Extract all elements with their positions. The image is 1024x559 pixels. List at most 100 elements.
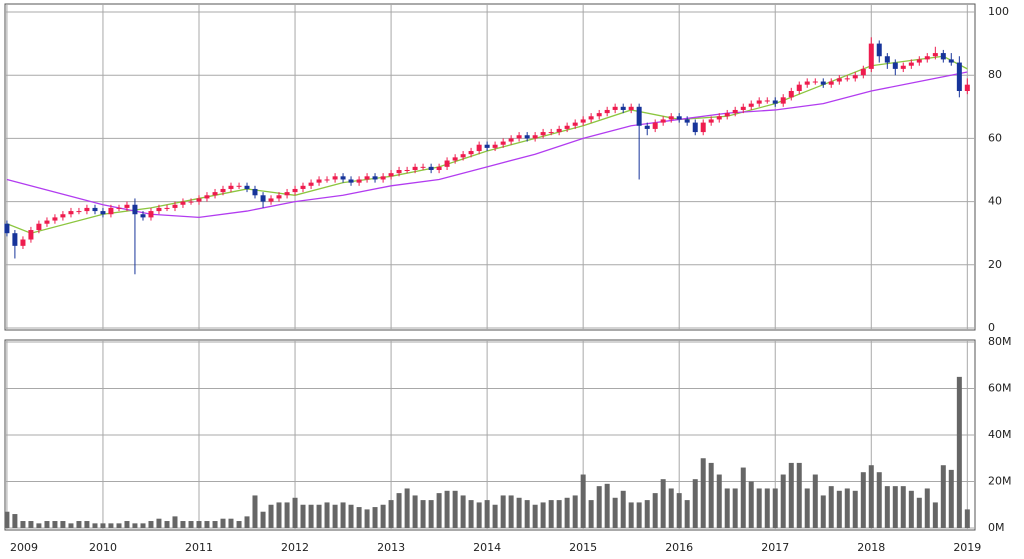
volume-bar <box>116 523 122 528</box>
candle-body <box>716 116 722 120</box>
volume-bar <box>220 518 226 528</box>
volume-bar <box>932 502 938 528</box>
volume-bar <box>924 488 930 528</box>
candle-body <box>492 144 498 148</box>
candle-body <box>684 119 690 123</box>
y-tick-label: 60M <box>988 382 1012 395</box>
x-tick-label: 2011 <box>185 541 213 554</box>
volume-bar <box>148 521 154 528</box>
volume-bar <box>4 511 10 528</box>
candle-body <box>668 116 674 120</box>
volume-bar <box>212 521 218 528</box>
candle-body <box>428 166 434 170</box>
candle-body <box>556 128 562 133</box>
y-tick-label: 40 <box>988 195 1002 208</box>
candle-body <box>468 151 474 155</box>
volume-bar <box>940 465 946 528</box>
volume-bar <box>772 488 778 528</box>
candle-body <box>740 106 746 110</box>
x-tick-label: 2018 <box>857 541 885 554</box>
candle-body <box>100 211 106 215</box>
volume-bar <box>300 504 306 528</box>
candle-body <box>596 113 602 117</box>
volume-bar <box>604 483 610 528</box>
volume-bar <box>68 523 74 528</box>
candle-body <box>380 176 386 180</box>
candle-body <box>84 207 90 212</box>
volume-bar <box>532 504 538 528</box>
candle-body <box>260 195 266 202</box>
candle-body <box>916 59 922 63</box>
y-tick-label: 80M <box>988 335 1012 348</box>
candle-body <box>12 233 18 246</box>
y-tick-label: 40M <box>988 428 1012 441</box>
volume-bar <box>108 523 114 528</box>
volume-bar <box>356 507 362 528</box>
volume-bar <box>412 495 418 528</box>
candle-body <box>196 198 202 202</box>
volume-bar <box>260 511 266 528</box>
candle-body <box>412 166 418 170</box>
volume-bar <box>100 523 106 528</box>
y-tick-label: 20 <box>988 258 1002 271</box>
candle-body <box>180 201 186 205</box>
candle-body <box>396 170 402 174</box>
volume-bar <box>316 504 322 528</box>
candle-body <box>436 166 442 170</box>
volume-bar <box>884 486 890 528</box>
volume-bar <box>292 497 298 528</box>
candle-body <box>268 198 274 202</box>
moving-average <box>6 71 968 219</box>
candle-body <box>836 78 842 82</box>
volume-bar <box>844 488 850 528</box>
candle-body <box>108 207 114 215</box>
candle-body <box>828 81 834 85</box>
volume-bar <box>92 523 98 528</box>
volume-bar <box>916 497 922 528</box>
candle-body <box>156 207 162 212</box>
y-tick-label: 80 <box>988 68 1002 81</box>
candle-body <box>564 125 570 129</box>
candle-body <box>68 211 74 215</box>
volume-bar <box>28 521 34 528</box>
candle-body <box>804 81 810 85</box>
candle-body <box>140 214 146 218</box>
candle-body <box>92 207 98 212</box>
volume-bar <box>804 488 810 528</box>
candle-body <box>124 204 130 208</box>
volume-bar <box>460 495 466 528</box>
candle-body <box>452 157 458 161</box>
volume-bar <box>540 502 546 528</box>
x-tick-label: 2019 <box>953 541 981 554</box>
candle-body <box>316 179 322 183</box>
volume-bar <box>812 474 818 528</box>
volume-bar <box>492 504 498 528</box>
y-tick-label: 100 <box>988 5 1009 18</box>
volume-bar <box>348 504 354 528</box>
volume-bar <box>76 521 82 528</box>
candle-body <box>28 230 34 240</box>
candle-body <box>900 65 906 69</box>
volume-bar <box>380 504 386 528</box>
candle-body <box>844 78 850 80</box>
candle-body <box>364 176 370 180</box>
volume-bar <box>700 458 706 528</box>
volume-bar <box>60 521 66 528</box>
volume-bar <box>444 490 450 528</box>
candle-body <box>516 135 522 139</box>
volume-bar <box>52 521 58 528</box>
candle-body <box>764 100 770 102</box>
volume-bar <box>12 514 18 528</box>
candle-body <box>164 207 170 209</box>
candle-body <box>36 223 42 231</box>
volume-bar <box>572 495 578 528</box>
candle-body <box>708 119 714 123</box>
volume-bar <box>660 479 666 528</box>
volume-bar <box>708 462 714 528</box>
candle-body <box>500 141 506 145</box>
candle-body <box>420 166 426 168</box>
candle-body <box>548 132 554 134</box>
candle-body <box>244 185 250 189</box>
volume-bar <box>484 500 490 528</box>
